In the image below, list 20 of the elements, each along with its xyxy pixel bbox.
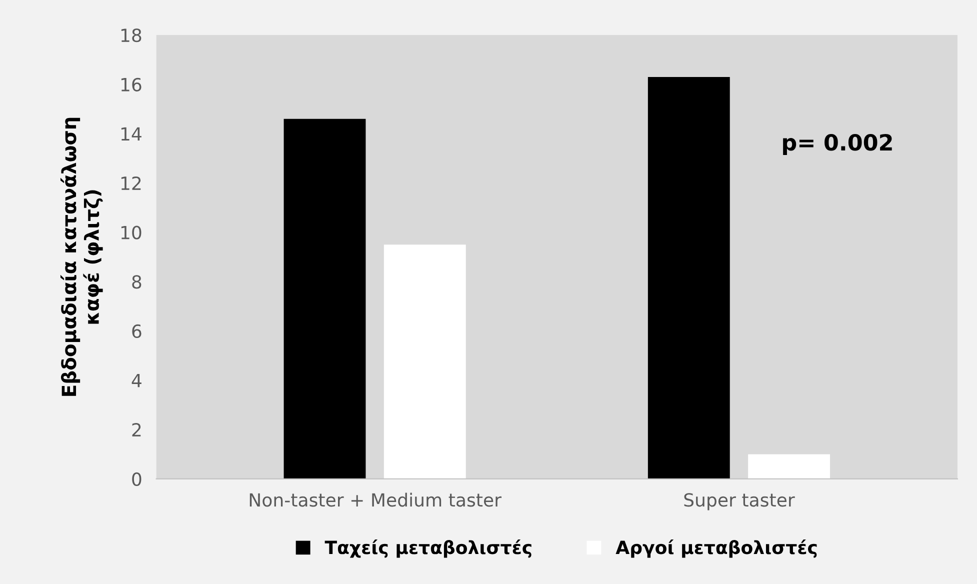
y-tick-label: 16 (121, 78, 142, 92)
y-tick-label: 10 (121, 226, 142, 240)
y-tick-label: 0 (132, 472, 142, 486)
y-tick-label: 12 (121, 176, 141, 190)
y-tick-label: 6 (132, 324, 142, 338)
y-tick-label: 8 (132, 275, 142, 289)
y-tick-label: 4 (132, 374, 142, 388)
legend-label: Αργοί μεταβολιστές (616, 540, 817, 558)
y-axis-title: Εβδομαδιαία κατανάλωση καφέ (φλιτζ) (60, 118, 103, 396)
x-tick-label: Non-taster + Medium taster (250, 492, 502, 507)
annotation: p= 0.002 (783, 134, 892, 156)
y-tick-label: 2 (132, 423, 141, 436)
bar (284, 118, 366, 479)
bar (384, 244, 466, 479)
y-tick-label: 18 (121, 28, 142, 42)
bar (748, 454, 830, 479)
x-tick-label: Super taster (684, 493, 795, 510)
y-tick-label: 14 (121, 127, 142, 141)
legend-label: Ταχείς μεταβολιστές (324, 540, 532, 558)
bar (648, 76, 730, 479)
